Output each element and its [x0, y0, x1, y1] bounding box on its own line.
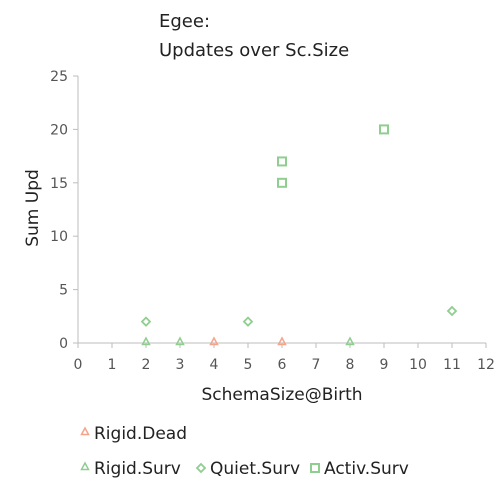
point-rigid-dead: [209, 336, 219, 346]
x-tick-label: 11: [443, 357, 461, 373]
y-tick-label: 0: [59, 336, 68, 352]
y-tick-label: 25: [50, 69, 68, 85]
point-rigid-surv: [175, 336, 185, 346]
axes: [77, 76, 486, 344]
x-tick-label: 7: [312, 357, 321, 373]
x-tick-label: 3: [176, 357, 185, 373]
x-tick-label: 5: [244, 357, 253, 373]
y-tick-label: 15: [50, 176, 68, 192]
x-tick-label: 4: [210, 357, 219, 373]
legend: Rigid.Dead Rigid.Surv Quiet.Surv Activ.Surv: [80, 424, 409, 479]
data-points: [140, 124, 458, 346]
point-rigid-surv: [141, 336, 151, 346]
legend-marker-rigid-dead: [80, 426, 90, 436]
point-quiet-surv: [446, 305, 458, 317]
legend-marker-quiet-surv: [195, 462, 207, 474]
chart-title-line-1: Egee:: [159, 11, 210, 32]
point-activ-surv: [379, 124, 389, 135]
x-tick-label: 12: [477, 357, 495, 373]
point-rigid-dead: [277, 336, 287, 346]
y-tick-label: 20: [50, 122, 68, 138]
legend-label-activ-surv: Activ.Surv: [324, 459, 409, 479]
y-tick-label: 5: [59, 283, 68, 299]
point-activ-surv: [277, 156, 287, 167]
legend-marker-rigid-surv: [80, 461, 90, 471]
x-tick-label: 9: [380, 357, 389, 373]
y-axis-title: Sum Upd: [23, 169, 43, 247]
x-tick-label: 8: [346, 357, 355, 373]
point-quiet-surv: [242, 316, 254, 327]
x-axis-title: SchemaSize@Birth: [201, 385, 362, 405]
legend-marker-activ-surv: [310, 463, 320, 473]
y-tick-label: 10: [50, 229, 68, 245]
x-tick-label: 2: [142, 357, 151, 373]
x-tick-label: 0: [74, 357, 83, 373]
legend-label-rigid-surv: Rigid.Surv: [94, 459, 181, 479]
x-tick-label: 10: [409, 357, 427, 373]
x-tick-label: 1: [108, 357, 117, 373]
legend-label-rigid-dead: Rigid.Dead: [94, 424, 187, 444]
point-rigid-surv: [345, 336, 355, 346]
chart-title-line-2: Updates over Sc.Size: [159, 40, 349, 61]
point-quiet-surv: [140, 316, 152, 327]
legend-label-quiet-surv: Quiet.Surv: [210, 459, 300, 479]
point-activ-surv: [277, 177, 287, 188]
x-tick-label: 6: [278, 357, 287, 373]
